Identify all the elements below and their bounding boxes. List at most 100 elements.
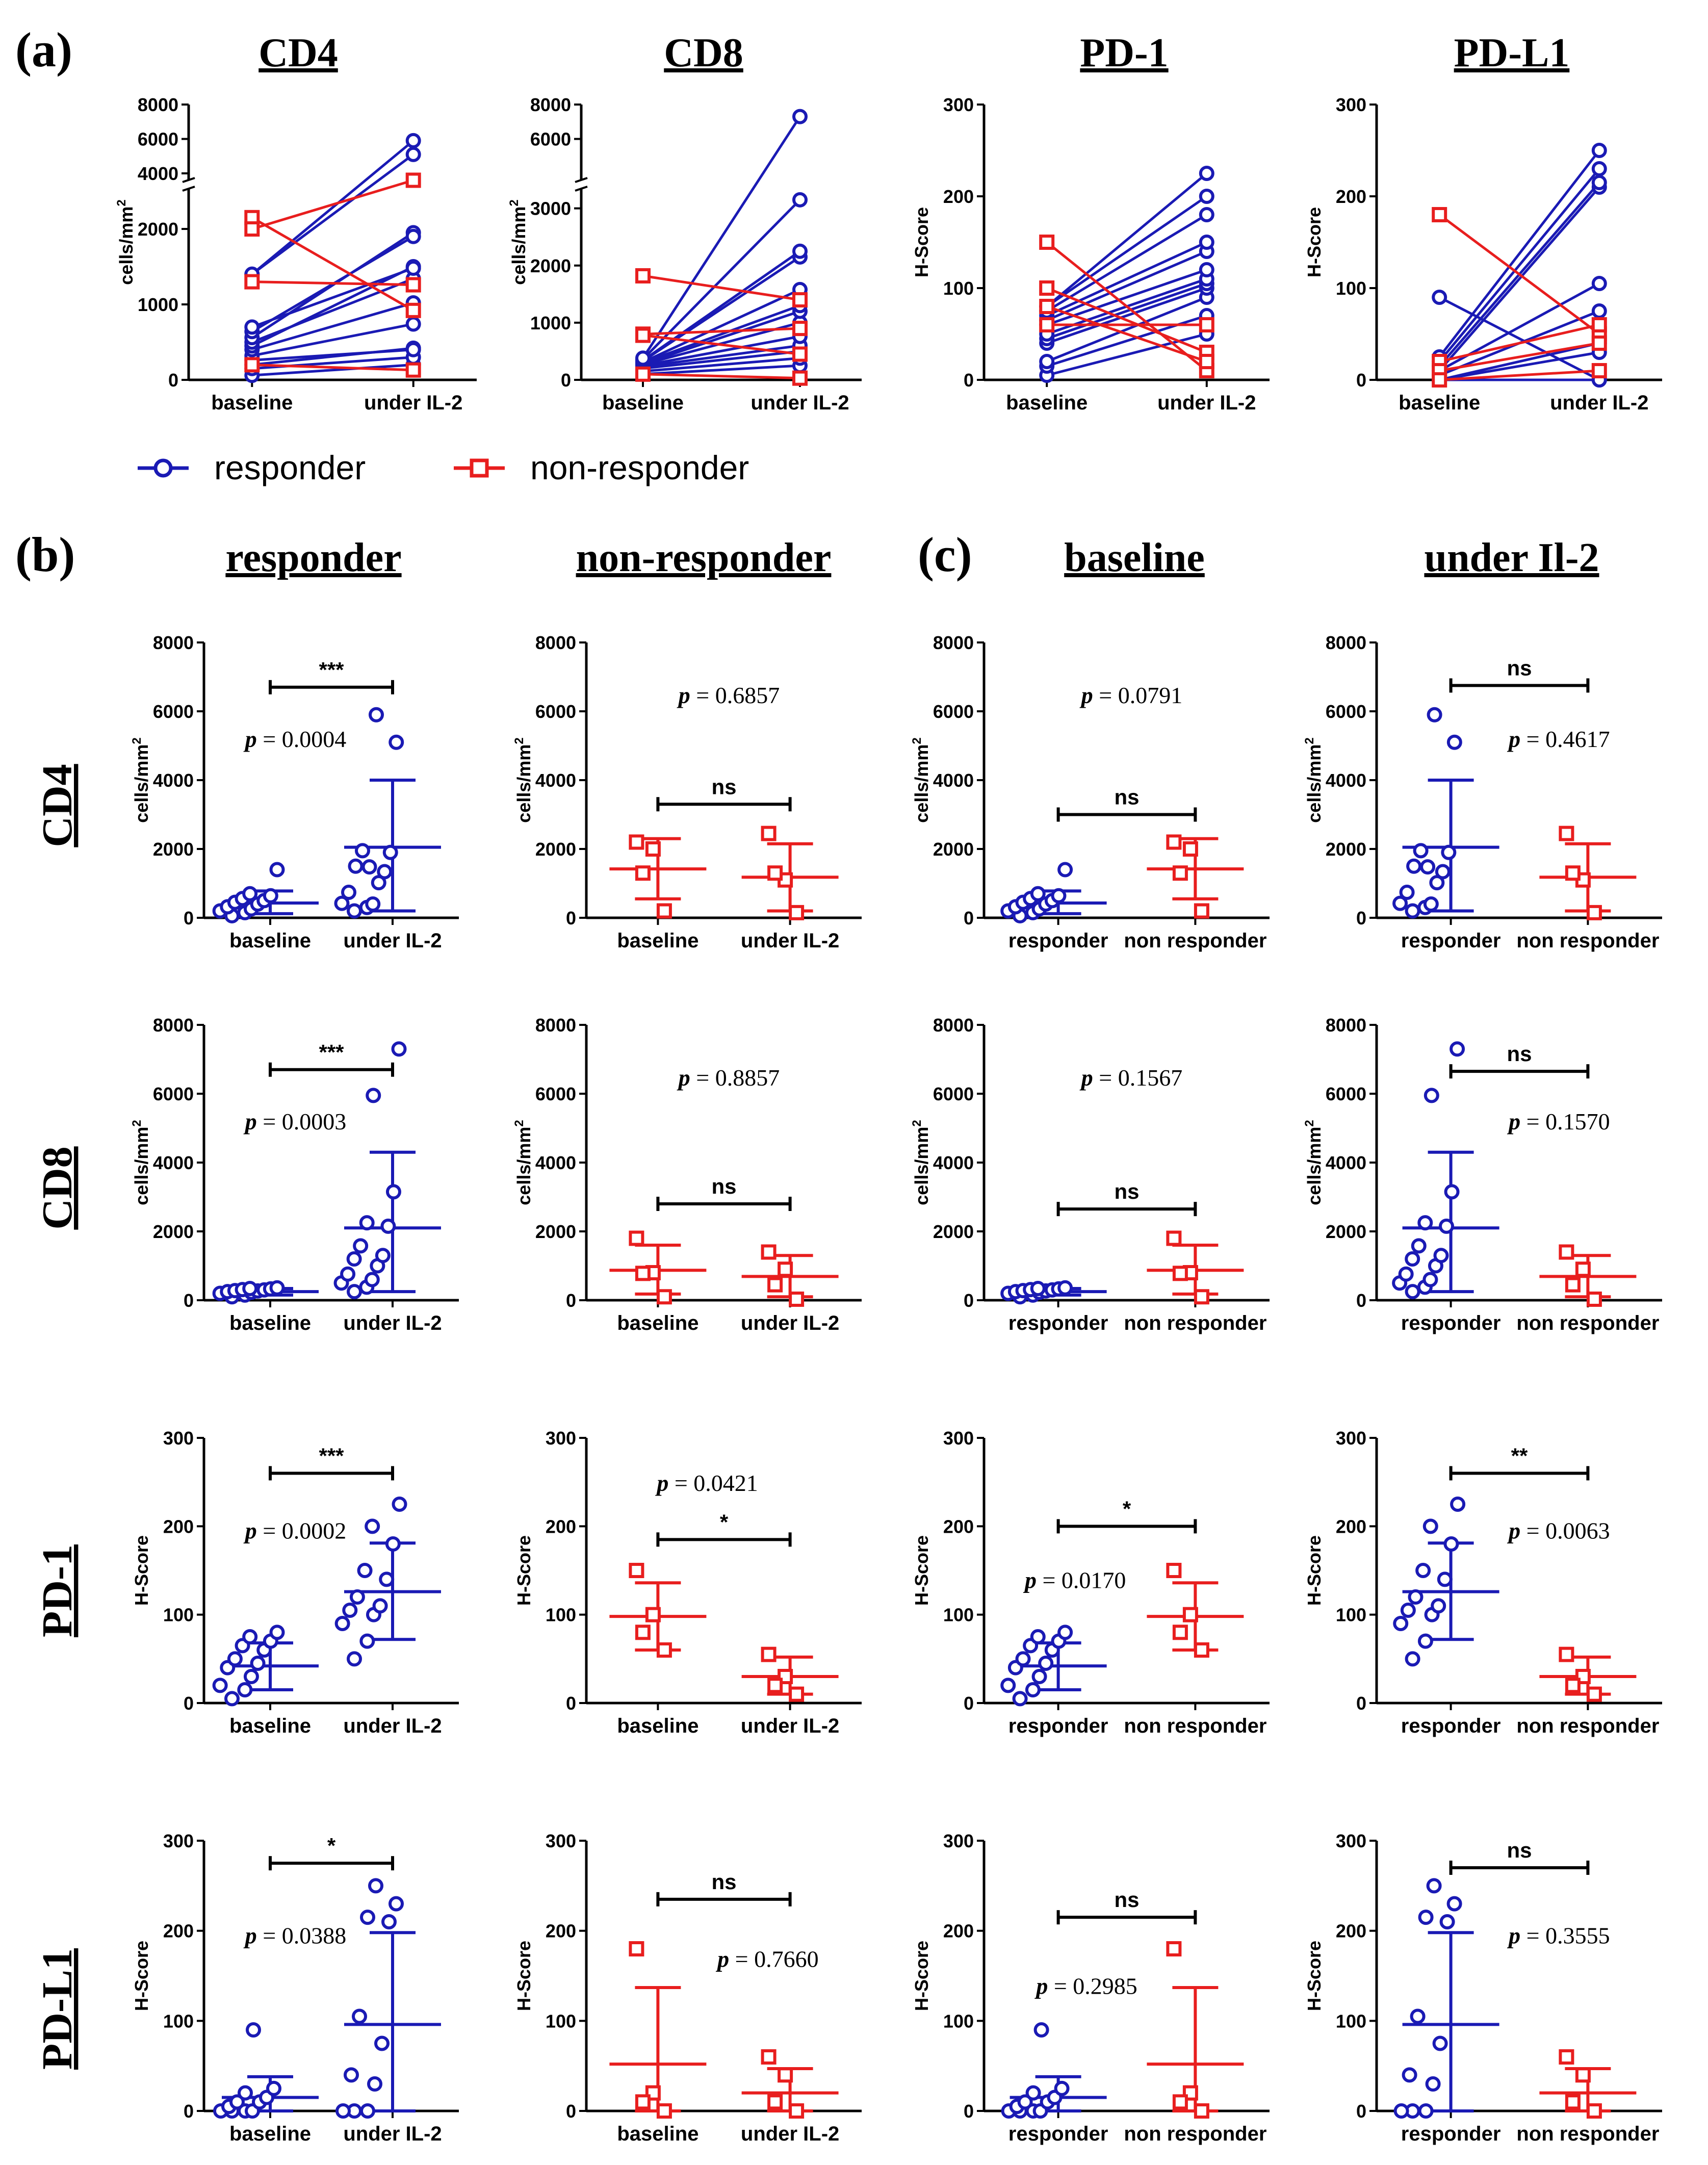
a2-responder-line-1 <box>642 356 800 373</box>
a1-responder-point-under-9 <box>405 228 421 244</box>
b_cd8_n-ytick-label-1: 2000 <box>535 1221 576 1242</box>
a2-responder-line-8 <box>642 288 801 364</box>
c_cd8_u-ytick-label-2: 4000 <box>1326 1152 1366 1173</box>
row-title-pdl1: PD-L1 <box>34 1948 81 2070</box>
c_pdl1_b-ylabel: H-Score <box>911 1941 932 2011</box>
a2-non-responder-line-3 <box>642 373 800 380</box>
a1-responder-line-7 <box>251 277 414 344</box>
a4-non-responder-line-3 <box>1439 369 1599 381</box>
b_cd8_r-ytick-label-4: 8000 <box>153 1015 194 1036</box>
a2-ytick-label-4: 6000 <box>530 129 571 150</box>
a1-responder-point-under-10 <box>405 260 421 276</box>
b_pd1_r-group1-point-8 <box>357 1563 373 1578</box>
b_cd8_r-group1-point-0 <box>347 1284 362 1300</box>
c_pdl1_u-group1-point-2 <box>1565 2094 1581 2110</box>
row-title-pd1: PD-1 <box>34 1544 81 1637</box>
a3-non-responder-line-2 <box>1046 305 1207 363</box>
b_cd8_n-group0-point-2 <box>635 1266 651 1281</box>
a3-responder-line-11 <box>1046 172 1208 307</box>
b_cd4_r-ytick-label-4: 8000 <box>153 632 194 653</box>
a1-non-responder-point-baseline-2 <box>244 274 260 290</box>
a3-responder-line-10 <box>1046 195 1208 308</box>
a4-non-responder-point-baseline-0 <box>1432 207 1447 222</box>
a3-non-responder-line-1 <box>1046 287 1207 354</box>
col-title-a-cd8: CD8 <box>664 31 743 75</box>
b_pd1_r-group0-point-2 <box>212 1678 228 1693</box>
legend-non-responder: non-responder <box>454 449 749 486</box>
b_cd4_r-group0-point-10 <box>242 886 258 901</box>
b_pd1_r-ylabel: H-Score <box>131 1535 152 1606</box>
c_cd4_u-group0-point-8 <box>1413 843 1429 859</box>
c_pdl1_b-group0-point-8 <box>1025 2085 1041 2101</box>
col-title-responder: responder <box>225 535 401 580</box>
c_pdl1_u-group0-point-1 <box>1418 2103 1434 2119</box>
b_pdl1_n-group1-point-3 <box>789 2103 805 2119</box>
b_pdl1_r-ytick-label-0: 0 <box>184 2101 194 2122</box>
c_cd4_u-group0-point-10 <box>1420 859 1436 875</box>
a3-xtick-label-0: baseline <box>1006 392 1088 414</box>
b_pdl1_n-pvalue: p = 0.7660 <box>715 1946 818 1972</box>
b_cd4_n-ytick-label-4: 8000 <box>535 632 576 653</box>
c_pdl1_u-group1-point-1 <box>1575 2067 1591 2083</box>
b_cd4_n-group1-point-2 <box>767 865 783 881</box>
a1-non-responder-point-under-0 <box>405 302 421 318</box>
b_cd8_r-ylabel: cells/mm2 <box>130 1120 152 1205</box>
c_pdl1_b-pvalue: p = 0.2985 <box>1034 1973 1137 1999</box>
a1-responder-line-4 <box>251 323 414 357</box>
c_cd4_b-ytick-label-0: 0 <box>964 908 974 929</box>
c_cd4_u-group0-point-7 <box>1435 864 1451 880</box>
a1-non-responder-line-1 <box>251 179 414 230</box>
c_cd8_u-group0-point-4 <box>1398 1266 1414 1282</box>
b_pdl1_n-group0-point-3 <box>656 2103 672 2119</box>
c_cd8_b-sig-label: ns <box>1114 1179 1139 1203</box>
b_pdl1_r-group1-point-10 <box>368 1878 383 1894</box>
b_cd8_r-group1-point-7 <box>375 1248 391 1264</box>
chart-c_pdl1_b: 0 100 200 300 responder non responder H-Score n… <box>911 1831 1270 2145</box>
b_pdl1_n-group0-point-2 <box>635 2094 651 2110</box>
col-title-under-il2: under Il-2 <box>1424 535 1599 580</box>
c_cd4_b-group0-point-11 <box>1057 862 1073 878</box>
c_pd1_b-xtick-label-0: responder <box>1008 1715 1108 1737</box>
c_pd1_b-pvalue: p = 0.0170 <box>1023 1567 1126 1593</box>
c_cd4_b-ytick-label-1: 2000 <box>933 839 974 860</box>
c_pd1_u-group0-point-6 <box>1408 1589 1424 1605</box>
b_pd1_n-ytick-label-2: 200 <box>546 1516 576 1537</box>
a1-responder-line-11 <box>251 153 415 275</box>
c_cd8_u-ytick-label-0: 0 <box>1356 1290 1366 1311</box>
c_cd8_b-ytick-label-0: 0 <box>964 1290 974 1311</box>
chart-c_cd8_b: 0 2000 4000 6000 8000 responder non responder c… <box>910 1015 1270 1334</box>
b_pd1_r-group1-point-2 <box>334 1616 350 1631</box>
b_cd4_r-pvalue: p = 0.0004 <box>243 726 346 752</box>
b_cd8_n-group0-point-3 <box>656 1289 672 1305</box>
c_pd1_u-group0-point-5 <box>1431 1598 1446 1614</box>
chart-c_cd4_b: 0 2000 4000 6000 8000 responder non responder c… <box>910 632 1270 952</box>
b_cd4_r-group1-point-12 <box>369 707 384 723</box>
c_pdl1_u-ylabel: H-Score <box>1304 1941 1325 2011</box>
c_pdl1_u-pvalue: p = 0.3555 <box>1507 1922 1610 1948</box>
a1-non-responder-point-under-1 <box>405 172 421 188</box>
a3-responder-line-2 <box>1046 296 1207 363</box>
b_pdl1_n-ylabel: H-Score <box>513 1941 534 2011</box>
a2-non-responder-point-under-3 <box>792 370 808 386</box>
c_cd4_u-group0-point-2 <box>1392 895 1408 911</box>
a2-responder-point-baseline-12 <box>635 350 651 366</box>
b_cd4_n-sig-label: ns <box>711 775 736 798</box>
c_pdl1_b-sig-label: ns <box>1114 1888 1139 1912</box>
b_pd1_n-ytick-label-1: 100 <box>546 1605 576 1626</box>
b_cd4_n-group1-point-3 <box>789 905 805 920</box>
b_cd4_n-xtick-label-1: under IL-2 <box>741 930 839 952</box>
c_pdl1_b-ytick-label-2: 200 <box>943 1921 974 1942</box>
b_pdl1_r-ytick-label-3: 300 <box>163 1831 194 1851</box>
c_pdl1_b-group0-point-6 <box>1017 2094 1033 2110</box>
c_cd4_u-group0-point-9 <box>1441 844 1457 860</box>
b_pd1_n-group1-point-3 <box>789 1686 805 1702</box>
b_cd8_n-ytick-label-2: 4000 <box>535 1152 576 1173</box>
chart-a3: 0 100 200 300 baseline under IL-2 H-Score <box>911 94 1270 414</box>
b_cd4_r-group1-point-4 <box>341 885 356 900</box>
b_pd1_r-group1-point-1 <box>359 1633 375 1649</box>
a3-ytick-label-0: 0 <box>964 370 974 391</box>
b_pd1_r-sig-label: *** <box>319 1444 344 1467</box>
b_cd4_r-ytick-label-3: 6000 <box>153 701 194 722</box>
chart-c_pd1_b: 0 100 200 300 responder non responder H-Score *… <box>911 1428 1270 1737</box>
